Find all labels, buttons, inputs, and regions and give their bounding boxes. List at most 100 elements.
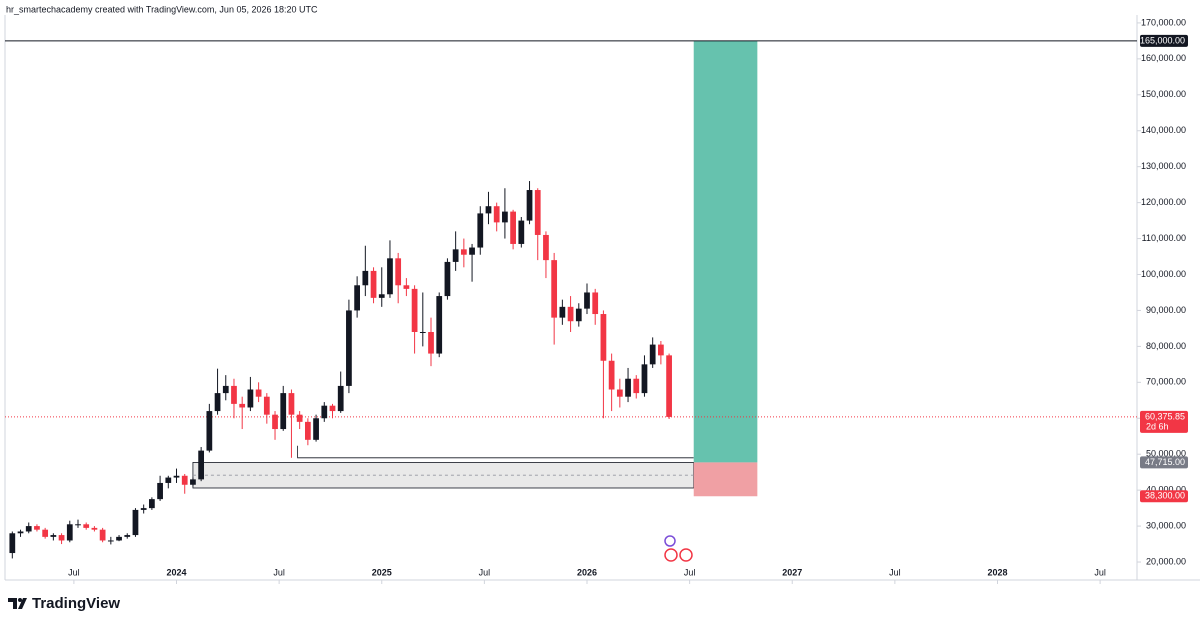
- candle-body: [83, 524, 90, 528]
- candle-body: [354, 285, 360, 311]
- candle-body: [616, 389, 623, 397]
- candle-body: [518, 220, 525, 244]
- candle-body: [107, 540, 114, 542]
- candle-body: [403, 285, 410, 289]
- candle-body: [288, 393, 295, 415]
- candle-body: [477, 213, 484, 248]
- candle-body: [190, 479, 196, 485]
- candle-body: [116, 536, 122, 541]
- candle-body: [9, 533, 16, 554]
- candle-body: [157, 482, 163, 500]
- x-tick-label: Jul: [68, 567, 80, 577]
- y-tick-label: 170,000.00: [1141, 17, 1186, 27]
- y-tick-label: 130,000.00: [1141, 161, 1186, 171]
- brand: TradingView: [32, 595, 120, 612]
- y-tick-label: 50,000.00: [1146, 449, 1186, 459]
- candle-body: [214, 393, 221, 412]
- logo: [8, 598, 27, 609]
- y-tick-label: 80,000.00: [1146, 341, 1186, 351]
- candle-body: [206, 411, 213, 451]
- candle-body: [436, 296, 443, 354]
- candle-body: [329, 405, 336, 412]
- candle-body: [658, 344, 664, 356]
- candle-body: [280, 393, 287, 430]
- logo-icon: [8, 598, 27, 609]
- y-tick-label: 120,000.00: [1141, 197, 1186, 207]
- candle-body: [460, 249, 467, 255]
- candle-body: [173, 475, 180, 478]
- candle-body: [272, 414, 278, 430]
- y-tick-label: 150,000.00: [1141, 89, 1186, 99]
- x-tick-label: 2024: [166, 567, 186, 577]
- y-tick-label: 160,000.00: [1141, 53, 1186, 63]
- candle-body: [641, 364, 648, 394]
- candle-body: [239, 403, 246, 408]
- candle-body: [551, 260, 558, 318]
- candle-body: [149, 499, 155, 509]
- last-price-tag-bg: [1140, 410, 1188, 433]
- x-tick-label: 2028: [987, 567, 1007, 577]
- position-profit: [693, 40, 758, 463]
- support-line: [297, 445, 694, 459]
- candle-body: [559, 306, 566, 318]
- x-tick-label: Jul: [1094, 567, 1106, 577]
- header: hr_smartechacademy created with TradingV…: [6, 4, 318, 14]
- candle-body: [510, 211, 516, 244]
- candle-body: [493, 206, 500, 223]
- candle-body: [165, 477, 172, 483]
- zone: [192, 462, 695, 489]
- candle-body: [526, 190, 533, 221]
- candle-body: [99, 529, 106, 541]
- candle-body: [66, 524, 73, 541]
- candle-body: [181, 475, 188, 485]
- x-tick-label: Jul: [273, 567, 285, 577]
- candle-body: [567, 306, 574, 322]
- candle-body: [543, 234, 549, 261]
- y-tick-label: 70,000.00: [1146, 377, 1186, 387]
- candle-body: [419, 332, 426, 334]
- candle-body: [625, 378, 631, 397]
- countdown: 2d 6h: [1146, 421, 1169, 431]
- candle-body: [666, 355, 672, 417]
- candle-body: [534, 190, 541, 235]
- candle-body: [263, 396, 270, 415]
- candle-body: [592, 292, 599, 315]
- candle-body: [370, 270, 377, 298]
- candle-body: [132, 509, 139, 536]
- entry-tag: 47,715.00: [1145, 457, 1185, 467]
- candle-body: [600, 314, 607, 361]
- candle-body: [231, 385, 237, 404]
- y-tick-label: 110,000.00: [1142, 233, 1186, 243]
- x-tick-label: 2025: [372, 567, 392, 577]
- candle-body: [411, 288, 418, 333]
- candle-body: [362, 270, 369, 286]
- stop-tag-bg: [1140, 490, 1188, 503]
- y-tick-label: 100,000.00: [1141, 269, 1186, 279]
- candle-body: [502, 211, 508, 223]
- event-icon: [679, 548, 693, 562]
- candle-body: [247, 389, 254, 408]
- candle-body: [140, 508, 147, 510]
- candle-body: [395, 258, 402, 286]
- y-tick-label: 40,000.00: [1146, 485, 1186, 495]
- logo-dot: [18, 598, 22, 602]
- y-tick-label: 140,000.00: [1141, 125, 1186, 135]
- candle-body: [198, 450, 205, 480]
- candle-body: [255, 389, 262, 397]
- candle-body: [387, 258, 393, 295]
- y-tick-label: 90,000.00: [1146, 305, 1186, 315]
- candle-body: [34, 526, 40, 530]
- candle-body: [304, 421, 311, 440]
- candle-body: [296, 414, 303, 422]
- y-tick-label: 20,000.00: [1146, 556, 1186, 566]
- candle-body: [50, 535, 57, 537]
- target-tag: 165,000.00: [1140, 35, 1185, 45]
- entry-tag-bg: [1140, 456, 1188, 469]
- candle-body: [222, 385, 229, 394]
- candle-body: [313, 418, 319, 440]
- candle-body: [321, 405, 328, 419]
- target-tag-bg: [1140, 34, 1188, 47]
- x-tick-label: 2026: [577, 567, 597, 577]
- y-tick-label: 30,000.00: [1146, 520, 1186, 530]
